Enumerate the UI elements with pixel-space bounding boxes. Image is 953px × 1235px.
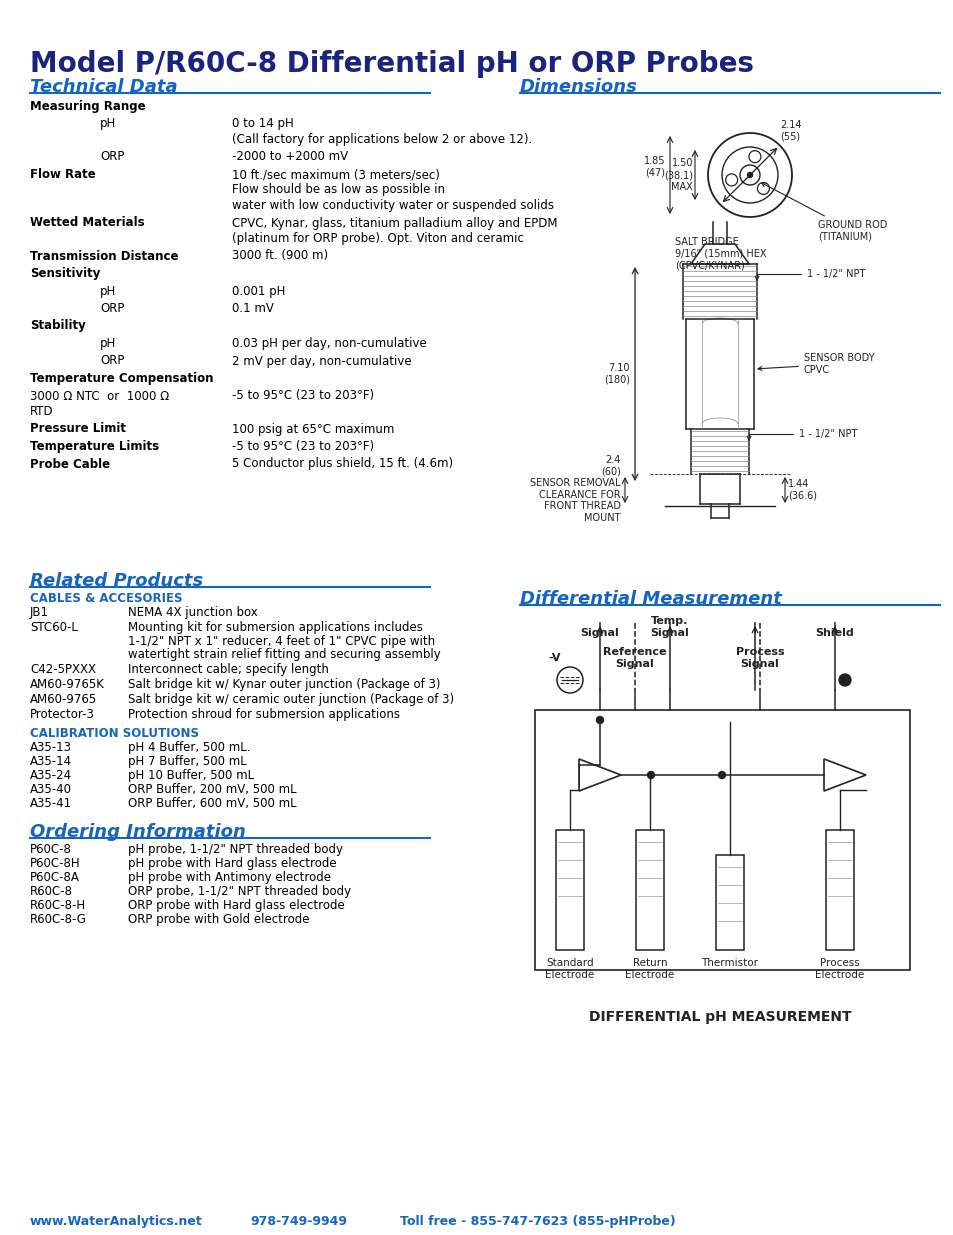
Text: pH probe with Hard glass electrode: pH probe with Hard glass electrode [128, 857, 336, 869]
Text: 5 Conductor plus shield, 15 ft. (4.6m): 5 Conductor plus shield, 15 ft. (4.6m) [232, 457, 453, 471]
Text: ORP: ORP [100, 151, 124, 163]
Text: Mounting kit for submersion applications includes: Mounting kit for submersion applications… [128, 621, 422, 634]
Text: pH 7 Buffer, 500 mL: pH 7 Buffer, 500 mL [128, 755, 247, 768]
Text: A35-13: A35-13 [30, 741, 71, 755]
Text: SENSOR BODY
CPVC: SENSOR BODY CPVC [758, 353, 874, 374]
Text: 3000 ft. (900 m): 3000 ft. (900 m) [232, 249, 328, 263]
Text: ORP: ORP [100, 303, 124, 315]
Text: R60C-8-H: R60C-8-H [30, 899, 86, 911]
Text: ORP: ORP [100, 354, 124, 368]
Text: Thermistor: Thermistor [700, 958, 758, 968]
Text: water with low conductivity water or suspended solids: water with low conductivity water or sus… [232, 199, 554, 212]
Circle shape [596, 716, 603, 724]
Text: 1-1/2" NPT x 1" reducer, 4 feet of 1" CPVC pipe with: 1-1/2" NPT x 1" reducer, 4 feet of 1" CP… [128, 635, 435, 647]
Text: Signal: Signal [580, 629, 618, 638]
Text: 0.1 mV: 0.1 mV [232, 303, 274, 315]
Text: A35-14: A35-14 [30, 755, 72, 768]
Text: Protection shroud for submersion applications: Protection shroud for submersion applica… [128, 708, 399, 721]
Text: P60C-8H: P60C-8H [30, 857, 81, 869]
Text: -V: -V [548, 653, 560, 663]
Bar [535, 710, 909, 969]
Circle shape [838, 674, 850, 685]
Text: 3000 Ω NTC  or  1000 Ω: 3000 Ω NTC or 1000 Ω [30, 389, 169, 403]
Text: www.WaterAnalytics.net: www.WaterAnalytics.net [30, 1215, 203, 1228]
Text: AM60-9765: AM60-9765 [30, 693, 97, 706]
Text: (Call factory for applications below 2 or above 12).: (Call factory for applications below 2 o… [232, 133, 532, 146]
Text: Return
Electrode: Return Electrode [625, 958, 674, 979]
Text: 1.44
(36.6): 1.44 (36.6) [787, 479, 816, 500]
Circle shape [718, 772, 724, 778]
Text: R60C-8: R60C-8 [30, 885, 73, 898]
Text: Temperature Limits: Temperature Limits [30, 440, 159, 453]
Text: Standard
Electrode: Standard Electrode [545, 958, 594, 979]
Text: Technical Data: Technical Data [30, 78, 177, 96]
Text: Process
Signal: Process Signal [735, 647, 783, 669]
Text: 1.50
(38.1)
MAX: 1.50 (38.1) MAX [663, 158, 692, 191]
Text: AM60-9765K: AM60-9765K [30, 678, 105, 692]
Text: 2 mV per day, non-cumulative: 2 mV per day, non-cumulative [232, 354, 411, 368]
Text: ORP probe, 1-1/2" NPT threaded body: ORP probe, 1-1/2" NPT threaded body [128, 885, 351, 898]
Text: 7.10
(180): 7.10 (180) [603, 363, 629, 385]
Text: Probe Cable: Probe Cable [30, 457, 110, 471]
Text: Dimensions: Dimensions [519, 78, 638, 96]
Bar [636, 830, 663, 950]
Text: pH probe, 1-1/2" NPT threaded body: pH probe, 1-1/2" NPT threaded body [128, 844, 343, 856]
Text: Transmission Distance: Transmission Distance [30, 249, 178, 263]
Text: GROUND ROD
(TITANIUM): GROUND ROD (TITANIUM) [760, 183, 886, 242]
Circle shape [725, 174, 737, 186]
Text: Related Products: Related Products [30, 572, 203, 590]
Text: CPVC, Kynar, glass, titanium palladium alloy and EPDM: CPVC, Kynar, glass, titanium palladium a… [232, 216, 557, 230]
Bar [556, 830, 583, 950]
Text: Flow Rate: Flow Rate [30, 168, 95, 182]
Text: Shield: Shield [815, 629, 854, 638]
Text: pH probe with Antimony electrode: pH probe with Antimony electrode [128, 871, 331, 884]
Text: C42-5PXXX: C42-5PXXX [30, 663, 96, 676]
Text: Salt bridge kit w/ ceramic outer junction (Package of 3): Salt bridge kit w/ ceramic outer junctio… [128, 693, 454, 706]
Text: 978-749-9949: 978-749-9949 [250, 1215, 347, 1228]
Circle shape [747, 173, 752, 178]
Text: Reference
Signal: Reference Signal [602, 647, 666, 669]
Text: Temperature Compensation: Temperature Compensation [30, 372, 213, 385]
Text: A35-40: A35-40 [30, 783, 71, 797]
Text: 0 to 14 pH: 0 to 14 pH [232, 117, 294, 131]
Bar [825, 830, 853, 950]
Text: Toll free - 855-747-7623 (855-pHProbe): Toll free - 855-747-7623 (855-pHProbe) [399, 1215, 675, 1228]
Text: Sensitivity: Sensitivity [30, 267, 100, 280]
Text: ORP probe with Hard glass electrode: ORP probe with Hard glass electrode [128, 899, 344, 911]
Text: Pressure Limit: Pressure Limit [30, 422, 126, 436]
Text: 1 - 1/2" NPT: 1 - 1/2" NPT [746, 429, 857, 440]
Circle shape [647, 772, 654, 778]
Text: A35-24: A35-24 [30, 769, 72, 782]
Text: Differential Measurement: Differential Measurement [519, 590, 781, 608]
Text: Ordering Information: Ordering Information [30, 823, 246, 841]
Text: -5 to 95°C (23 to 203°F): -5 to 95°C (23 to 203°F) [232, 440, 374, 453]
Text: ORP probe with Gold electrode: ORP probe with Gold electrode [128, 913, 309, 926]
Text: P60C-8: P60C-8 [30, 844, 71, 856]
Text: CALIBRATION SOLUTIONS: CALIBRATION SOLUTIONS [30, 727, 199, 740]
Text: NEMA 4X junction box: NEMA 4X junction box [128, 606, 257, 619]
Text: Flow should be as low as possible in: Flow should be as low as possible in [232, 184, 444, 196]
Text: -5 to 95°C (23 to 203°F): -5 to 95°C (23 to 203°F) [232, 389, 374, 403]
Text: pH 4 Buffer, 500 mL.: pH 4 Buffer, 500 mL. [128, 741, 251, 755]
Text: A35-41: A35-41 [30, 797, 72, 810]
Text: Measuring Range: Measuring Range [30, 100, 146, 112]
Text: CABLES & ACCESORIES: CABLES & ACCESORIES [30, 592, 182, 605]
Text: pH 10 Buffer, 500 mL: pH 10 Buffer, 500 mL [128, 769, 253, 782]
Text: ORP Buffer, 600 mV, 500 mL: ORP Buffer, 600 mV, 500 mL [128, 797, 296, 810]
Text: 2.14
(55): 2.14 (55) [780, 120, 801, 141]
Text: pH: pH [100, 117, 116, 131]
Text: Temp.
Signal: Temp. Signal [650, 616, 689, 638]
Text: 2.4
(60)
SENSOR REMOVAL
CLEARANCE FOR
FRONT THREAD
MOUNT: 2.4 (60) SENSOR REMOVAL CLEARANCE FOR FR… [530, 454, 620, 522]
Text: 100 psig at 65°C maximum: 100 psig at 65°C maximum [232, 422, 394, 436]
Text: Model P/R60C-8 Differential pH or ORP Probes: Model P/R60C-8 Differential pH or ORP Pr… [30, 49, 753, 78]
Text: STC60-L: STC60-L [30, 621, 78, 634]
Text: 10 ft./sec maximum (3 meters/sec): 10 ft./sec maximum (3 meters/sec) [232, 168, 439, 182]
Text: Process
Electrode: Process Electrode [815, 958, 863, 979]
Text: R60C-8-G: R60C-8-G [30, 913, 87, 926]
Text: Stability: Stability [30, 320, 86, 332]
Text: 0.001 pH: 0.001 pH [232, 284, 285, 298]
Text: (platinum for ORP probe). Opt. Viton and ceramic: (platinum for ORP probe). Opt. Viton and… [232, 232, 523, 245]
Text: Protector-3: Protector-3 [30, 708, 94, 721]
Text: watertight strain relief fitting and securing assembly: watertight strain relief fitting and sec… [128, 648, 440, 661]
Text: P60C-8A: P60C-8A [30, 871, 80, 884]
